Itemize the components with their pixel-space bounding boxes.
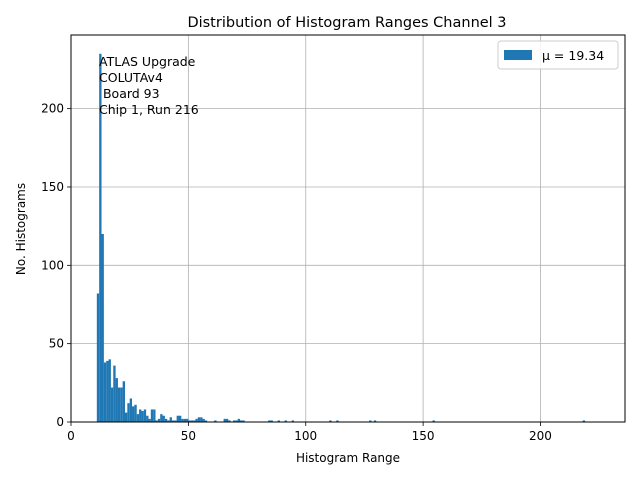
histogram-bar [134,404,137,422]
x-axis-ticks: 0 50 100 150 200 [67,422,552,443]
legend-label: μ = 19.34 [542,48,604,63]
annotation-text: ATLAS Upgrade COLUTAv4 Board 93 Chip 1, … [99,54,199,117]
chart-title: Distribution of Histogram Ranges Channel… [187,15,506,31]
histogram-bar [150,409,154,422]
histogram-bar [174,420,177,422]
histogram-bar [232,420,236,422]
histogram-bar [202,418,205,422]
histogram-bar [113,365,116,422]
histogram-bar [329,420,332,422]
histogram-bar [99,53,102,422]
histogram-bar [115,378,118,422]
histogram-bar [120,387,123,422]
histogram-bar [190,420,194,422]
histogram-bar [171,420,175,422]
y-tick-label: 50 [49,337,64,351]
histogram-bar [195,418,198,422]
histogram-bars [96,53,586,422]
histogram-bar [200,417,203,422]
histogram-bar [240,420,243,422]
plot-frame [70,34,626,423]
histogram-bar [106,360,109,422]
histogram-bar [277,420,280,422]
histogram-bar [432,420,435,422]
histogram-bar [139,409,142,422]
histogram-bar [373,420,377,422]
histogram-bar [235,420,238,422]
histogram-bar [178,415,182,422]
histogram-bar [162,415,165,422]
histogram-bar [369,420,372,422]
annotation-line-3: Board 93 [99,86,160,101]
histogram-bar [336,420,339,422]
histogram-bar [108,359,111,422]
histogram-bar [103,362,107,422]
histogram-bar [270,420,273,422]
histogram-bar [197,417,201,422]
histogram-bar [242,420,245,422]
x-tick-label: 200 [529,429,552,443]
histogram-bar [101,233,104,422]
histogram-bar [164,418,168,422]
histogram-bar [127,403,130,422]
histogram-bar [117,387,121,422]
x-tick-label: 100 [294,429,317,443]
histogram-bar [237,418,241,422]
histogram-bar [136,414,140,422]
y-axis-label: No. Histograms [14,183,28,275]
histogram-bar [132,406,135,422]
y-tick-label: 150 [41,180,64,194]
x-tick-label: 150 [412,429,435,443]
histogram-bar [186,418,189,422]
legend-swatch [504,50,532,60]
annotation-line-1: ATLAS Upgrade [99,54,196,69]
histogram-bar [157,418,161,422]
histogram-bar [268,420,271,422]
histogram-bar [96,293,100,422]
histogram-bar [181,418,184,422]
annotation-line-2: COLUTAv4 [99,70,163,85]
y-tick-label: 0 [56,415,64,429]
histogram-bar [148,418,151,422]
histogram-bar [160,414,163,422]
histogram-bar [582,420,586,422]
histogram-bar [193,420,196,422]
y-axis-ticks: 0 50 100 150 200 [41,102,71,429]
histogram-bar [225,418,229,422]
histogram-bar [284,420,287,422]
histogram-bar [204,420,208,422]
annotation-line-4: Chip 1, Run 216 [99,102,199,117]
histogram-bar [188,420,191,422]
legend: μ = 19.34 [497,40,619,70]
histogram-bar [183,418,187,422]
y-tick-label: 200 [41,102,64,116]
histogram-bar [122,381,125,422]
histogram-bar [143,409,147,422]
histogram-bar [153,409,156,422]
y-tick-label: 100 [41,258,64,272]
histogram-bar [176,415,179,422]
histogram-bar [169,417,172,422]
histogram-bar [129,398,133,422]
histogram-bar [228,420,231,422]
histogram-bar [155,420,158,422]
histogram-bar [146,415,149,422]
histogram-bar [110,387,114,422]
histogram-bar [214,420,217,422]
x-tick-label: 0 [67,429,75,443]
legend-box [497,40,619,70]
x-tick-label: 50 [181,429,196,443]
histogram-bar [291,420,295,422]
histogram-bar [124,412,128,422]
x-axis-label: Histogram Range [296,451,400,465]
histogram-bar [167,420,170,422]
histogram-bar [223,418,226,422]
histogram-bar [141,411,144,422]
